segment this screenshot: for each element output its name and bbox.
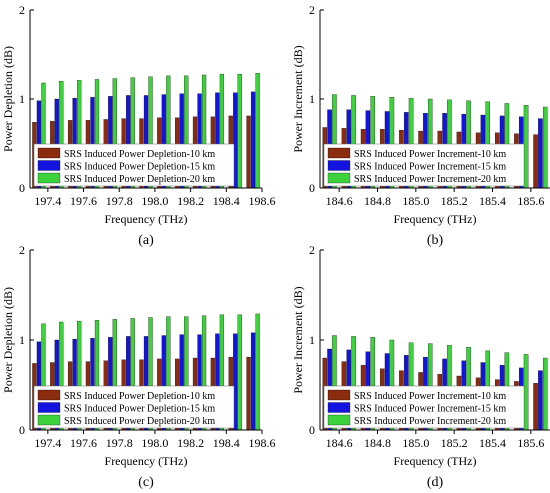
bar-d-s2-12 (538, 370, 543, 431)
legend-b (323, 143, 525, 187)
y-tick-label-a-1: 1 (19, 92, 25, 106)
y-axis-label-a: Power Depletion (dB) (1, 46, 15, 152)
y-axis-label-d: Power Increment (dB) (291, 286, 305, 393)
y-axis-label-c: Power Depletion (dB) (1, 287, 15, 393)
legend-swatch-c-3 (37, 414, 61, 426)
x-tick-label-b-3: 185.2 (441, 194, 468, 208)
bar-b-s3-11 (523, 105, 529, 189)
legend-d (323, 385, 525, 429)
x-axis-label-b: Frequency (THz) (394, 212, 477, 226)
bar-c-s3-13 (255, 313, 260, 431)
x-axis-label-c: Frequency (THz) (105, 454, 188, 468)
chart-panel-b: 0 1 2 184.6 184.8 185.0 185.2 185.4 185.6 Frequen… (291, 3, 550, 248)
x-tick-label-b-2: 185.0 (402, 194, 429, 208)
x-tick-label-a-2: 197.8 (106, 194, 133, 208)
panel-label-a: (a) (138, 233, 154, 248)
chart-panel-a: 0 1 2 197.4 197.6 197.8 198.0 198.2 198.4 198.6 Fr… (1, 3, 276, 248)
legend-swatch-b-2 (327, 160, 351, 171)
legend-label-d-2: SRS Induced Power Increment-15 km (354, 404, 506, 415)
x-tick-label-d-5: 185.6 (517, 436, 544, 450)
y-tick-label-d-0: 0 (309, 423, 315, 437)
legend-label-a-3: SRS Induced Power Depletion-20 km (64, 174, 215, 185)
legend-label-b-2: SRS Induced Power Increment-15 km (354, 162, 506, 173)
y-axis-label-b: Power Increment (dB) (291, 45, 305, 152)
x-tick-label-c-4: 198.2 (177, 436, 204, 450)
y-tick-label-c-1: 1 (19, 333, 25, 347)
x-tick-label-a-6: 198.6 (249, 194, 276, 208)
panel-label-c: (c) (138, 475, 154, 490)
legend-label-d-1: SRS Induced Power Increment-10 km (354, 391, 506, 402)
y-tick-label-d-1: 1 (309, 333, 315, 347)
bar-c-s2-13 (250, 332, 256, 431)
bar-b-s2-12 (538, 118, 543, 189)
x-tick-label-c-6: 198.6 (249, 436, 276, 450)
x-tick-label-c-2: 197.8 (106, 436, 133, 450)
legend-swatch-c-1 (37, 389, 61, 401)
x-tick-label-b-4: 185.4 (479, 194, 506, 208)
x-tick-label-c-3: 198.0 (141, 436, 168, 450)
bar-a-s1-13 (246, 115, 251, 189)
x-tick-label-a-3: 198.0 (141, 194, 168, 208)
legend-swatch-d-2 (327, 402, 351, 413)
y-tick-label-c-0: 0 (19, 423, 25, 437)
bar-a-s3-12 (237, 73, 242, 189)
chart-panel-d: 0 1 2 184.6 184.8 185.0 185.2 185.4 185.6 Frequen… (291, 243, 550, 490)
x-tick-label-c-1: 197.6 (70, 436, 97, 450)
x-tick-label-d-1: 184.8 (364, 436, 391, 450)
bar-c-s3-12 (237, 314, 242, 431)
panel-label-b: (b) (427, 233, 444, 248)
legend-swatch-b-3 (327, 172, 351, 184)
legend-swatch-c-2 (37, 402, 61, 413)
legend-label-c-3: SRS Induced Power Depletion-20 km (64, 416, 215, 427)
bar-d-s3-11 (523, 354, 529, 431)
x-axis-label-a: Frequency (THz) (105, 212, 188, 226)
y-tick-label-c-2: 2 (19, 243, 25, 257)
bar-d-s3-12 (542, 357, 548, 431)
panel-label-d: (d) (427, 475, 444, 490)
bar-a-s2-13 (250, 91, 256, 189)
bar-c-s1-13 (246, 356, 251, 431)
legend-label-b-3: SRS Induced Power Increment-20 km (354, 174, 506, 185)
x-tick-label-b-0: 184.6 (326, 194, 353, 208)
legend-swatch-d-3 (327, 414, 351, 426)
x-tick-label-c-0: 197.4 (34, 436, 61, 450)
y-tick-label-b-1: 1 (309, 92, 315, 106)
legend-label-c-1: SRS Induced Power Depletion-10 km (64, 391, 215, 402)
legend-swatch-a-2 (37, 160, 61, 171)
x-tick-label-a-4: 198.2 (177, 194, 204, 208)
legend-swatch-d-1 (327, 389, 351, 401)
legend-c (33, 385, 235, 429)
x-tick-label-c-5: 198.4 (213, 436, 240, 450)
x-tick-label-a-1: 197.6 (70, 194, 97, 208)
legend-swatch-a-1 (37, 147, 61, 159)
x-tick-label-a-0: 197.4 (34, 194, 61, 208)
bar-b-s3-12 (542, 106, 548, 189)
legend-label-a-1: SRS Induced Power Depletion-10 km (64, 149, 215, 160)
x-axis-label-d: Frequency (THz) (394, 454, 477, 468)
y-tick-label-a-2: 2 (19, 3, 25, 17)
chart-panel-c: 0 1 2 197.4 197.6 197.8 198.0 198.2 198.4 198.6 Fr… (1, 243, 276, 490)
legend-label-d-3: SRS Induced Power Increment-20 km (354, 416, 506, 427)
x-tick-label-b-5: 185.6 (517, 194, 544, 208)
x-tick-label-d-2: 185.0 (402, 436, 429, 450)
x-tick-label-b-1: 184.8 (364, 194, 391, 208)
legend-swatch-a-3 (37, 172, 61, 184)
legend-swatch-b-1 (327, 147, 351, 159)
y-tick-label-b-2: 2 (309, 3, 315, 17)
legend-label-c-2: SRS Induced Power Depletion-15 km (64, 404, 215, 415)
x-tick-label-d-0: 184.6 (326, 436, 353, 450)
legend-label-a-2: SRS Induced Power Depletion-15 km (64, 162, 215, 173)
x-tick-label-d-3: 185.2 (441, 436, 468, 450)
x-tick-label-d-4: 185.4 (479, 436, 506, 450)
legend-label-b-1: SRS Induced Power Increment-10 km (354, 149, 506, 160)
legend-a (33, 143, 235, 187)
bar-a-s3-13 (255, 73, 260, 189)
x-tick-label-a-5: 198.4 (213, 194, 240, 208)
bar-b-s1-12 (533, 134, 538, 189)
y-tick-label-a-0: 0 (19, 181, 25, 195)
y-tick-label-b-0: 0 (309, 181, 315, 195)
y-tick-label-d-2: 2 (309, 243, 315, 257)
bar-d-s1-12 (533, 383, 538, 431)
